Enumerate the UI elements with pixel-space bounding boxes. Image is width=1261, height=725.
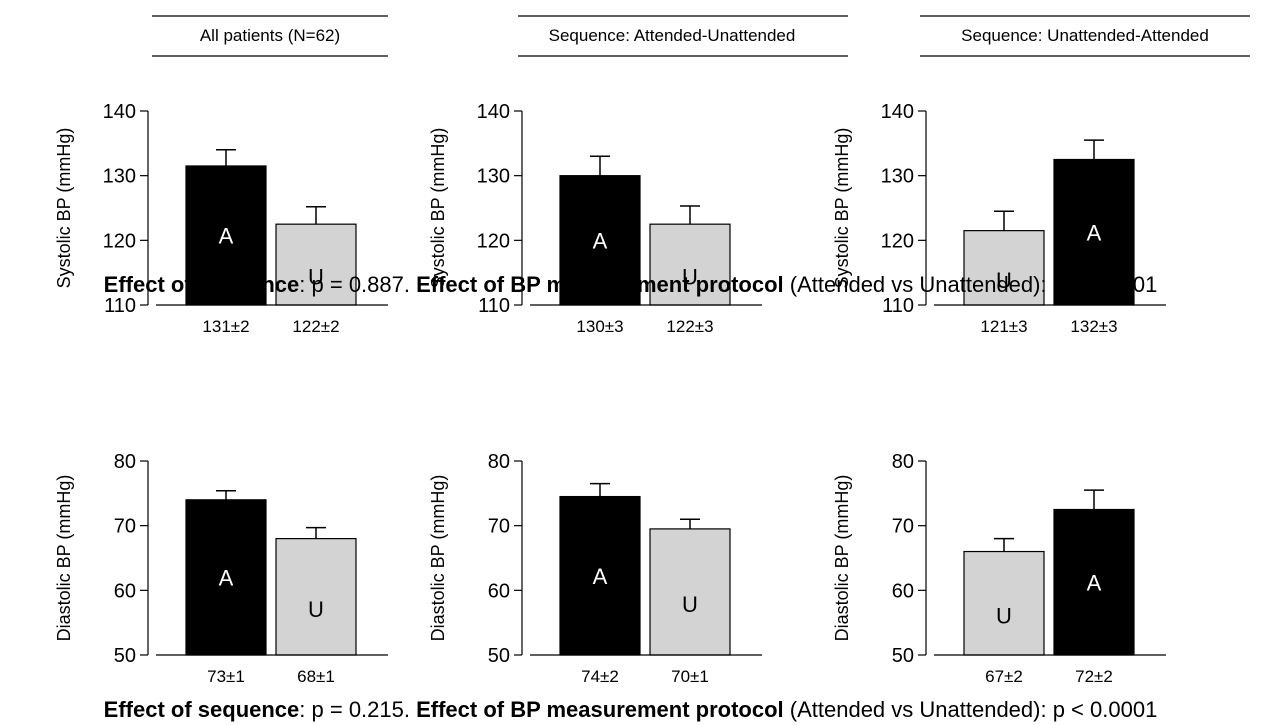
bar-summary-label: 131±2 (202, 317, 249, 336)
column-headers: All patients (N=62) Sequence: Attended-Un… (152, 15, 1250, 57)
chart-panel-r0-c2: 110 120 130 140 Systolic BP (mmHg) U 121±3 A 132… (832, 101, 1166, 336)
caption-systolic-protocol-value: (Attended vs Unattended): p < 0.0001 (783, 272, 1158, 297)
bar-attended (185, 499, 267, 656)
y-tick-label: 60 (488, 580, 510, 602)
chart-panel-r1-c2: 50 60 70 80 Diastolic BP (mmHg) U 67±2 A 72±2 (832, 451, 1166, 686)
bar-attended (1053, 158, 1135, 306)
y-tick-label: 50 (114, 645, 136, 667)
bar-summary-label: 72±2 (1075, 667, 1113, 686)
caption-diastolic-seq-value: : p = 0.215. (299, 697, 417, 722)
caption-systolic-protocol-label: Effect of BP measurement protocol (416, 272, 784, 297)
y-tick-label: 50 (892, 645, 914, 667)
bar-label: A (593, 564, 608, 589)
bar-unattended (963, 230, 1045, 306)
y-tick-label: 80 (114, 451, 136, 473)
y-tick-label: 60 (114, 580, 136, 602)
bar-label: U (682, 265, 698, 290)
bar-label: U (682, 592, 698, 617)
bar-unattended (275, 537, 357, 656)
bar-unattended (963, 550, 1045, 656)
y-tick-label: 110 (478, 295, 510, 317)
bar-summary-label: 122±2 (292, 317, 339, 336)
y-tick-label: 140 (103, 101, 136, 123)
chart-panel-r1-c1: 50 60 70 80 Diastolic BP (mmHg) A 74±2 U 70±1 (428, 451, 762, 686)
y-tick-label: 50 (488, 645, 510, 667)
bar-summary-label: 70±1 (671, 667, 709, 686)
y-tick-label: 80 (488, 451, 510, 473)
bar-summary-label: 74±2 (581, 667, 619, 686)
y-tick-label: 130 (881, 166, 914, 188)
bar-summary-label: 132±3 (1070, 317, 1117, 336)
y-tick-label: 70 (488, 516, 510, 538)
caption-diastolic-seq-label: Effect of sequence (103, 697, 300, 722)
bar-label: A (219, 565, 234, 590)
y-tick-label: 130 (477, 166, 510, 188)
caption-diastolic: Effect of sequence: p = 0.215. Effect of… (0, 697, 1261, 723)
y-tick-label: 120 (881, 230, 914, 252)
caption-systolic-seq-label: Effect of sequence (103, 272, 300, 297)
y-axis-label: Systolic BP (mmHg) (428, 128, 448, 289)
chart-panel-r0-c0: 110 120 130 140 Systolic BP (mmHg) A 131±2 U 122… (54, 101, 388, 336)
bar-label: A (1087, 570, 1102, 595)
column-header-1: Sequence: Attended-Unattended (549, 26, 796, 45)
y-tick-label: 80 (892, 451, 914, 473)
caption-systolic: Effect of sequence: p = 0.887. Effect of… (0, 272, 1261, 298)
bar-summary-label: 130±3 (576, 317, 623, 336)
column-header-0: All patients (N=62) (200, 26, 340, 45)
y-axis-label: Diastolic BP (mmHg) (54, 475, 74, 642)
bar-unattended (275, 223, 357, 306)
y-axis-label: Systolic BP (mmHg) (54, 128, 74, 289)
y-tick-label: 70 (892, 516, 914, 538)
chart-panel-r1-c0: 50 60 70 80 Diastolic BP (mmHg) A 73±1 U 68±1 (54, 451, 388, 686)
caption-diastolic-protocol-label: Effect of BP measurement protocol (416, 697, 784, 722)
chart-panels: 110 120 130 140 Systolic BP (mmHg) A 131±2 U 122… (54, 101, 1166, 686)
y-axis-label: Diastolic BP (mmHg) (832, 475, 852, 642)
y-axis-label: Systolic BP (mmHg) (832, 128, 852, 289)
y-tick-label: 130 (103, 166, 136, 188)
bar-label: U (996, 603, 1012, 628)
y-tick-label: 140 (477, 101, 510, 123)
column-header-2: Sequence: Unattended-Attended (961, 26, 1209, 45)
y-tick-label: 120 (103, 230, 136, 252)
y-tick-label: 120 (477, 230, 510, 252)
y-tick-label: 110 (104, 295, 136, 317)
caption-diastolic-protocol-value: (Attended vs Unattended): p < 0.0001 (783, 697, 1158, 722)
bar-summary-label: 67±2 (985, 667, 1023, 686)
bar-label: U (308, 265, 324, 290)
bar-attended (1053, 508, 1135, 656)
bar-label: U (308, 597, 324, 622)
bar-summary-label: 121±3 (980, 317, 1027, 336)
bar-summary-label: 73±1 (207, 667, 245, 686)
bar-summary-label: 122±3 (666, 317, 713, 336)
bar-label: A (593, 228, 608, 253)
bar-summary-label: 68±1 (297, 667, 335, 686)
bar-unattended (649, 223, 731, 306)
bar-label: A (219, 223, 234, 248)
bar-label: U (996, 268, 1012, 293)
chart-panel-r0-c1: 110 120 130 140 Systolic BP (mmHg) A 130±3 U 122… (428, 101, 762, 336)
y-tick-label: 60 (892, 580, 914, 602)
bar-attended (185, 165, 267, 306)
bar-attended (559, 175, 641, 306)
bar-label: A (1087, 220, 1102, 245)
caption-systolic-seq-value: : p = 0.887. (299, 272, 417, 297)
y-tick-label: 110 (882, 295, 914, 317)
y-tick-label: 140 (881, 101, 914, 123)
bar-attended (559, 495, 641, 656)
y-axis-label: Diastolic BP (mmHg) (428, 475, 448, 642)
y-tick-label: 70 (114, 516, 136, 538)
